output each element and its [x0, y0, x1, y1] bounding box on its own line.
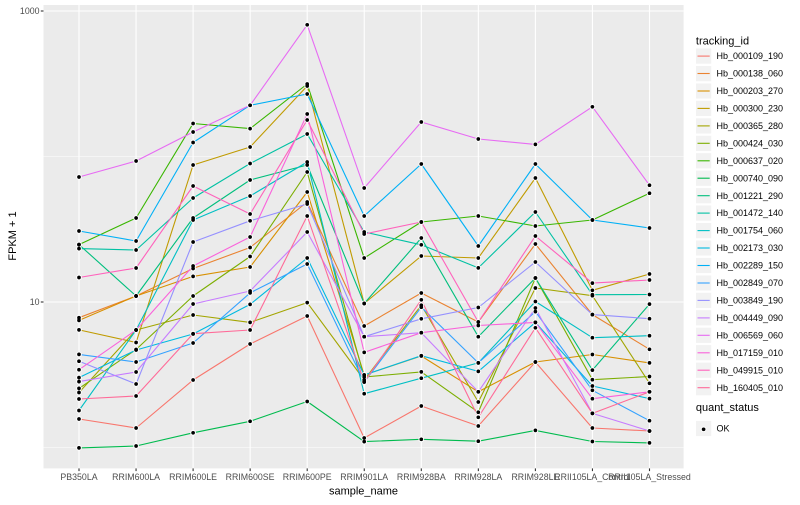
svg-text:RRIM928LA: RRIM928LA	[454, 472, 502, 482]
svg-text:OK: OK	[717, 424, 730, 434]
svg-text:Hb_000424_030: Hb_000424_030	[717, 138, 784, 148]
svg-text:Hb_003849_190: Hb_003849_190	[717, 296, 784, 306]
svg-text:RRIM600PE: RRIM600PE	[283, 472, 332, 482]
svg-text:1000: 1000	[20, 6, 40, 16]
svg-text:PB350LA: PB350LA	[60, 472, 97, 482]
svg-text:quant_status: quant_status	[696, 402, 759, 414]
svg-text:Hb_001754_060: Hb_001754_060	[717, 226, 784, 236]
svg-text:Hb_006569_060: Hb_006569_060	[717, 330, 784, 340]
svg-text:RRIM928LE: RRIM928LE	[511, 472, 559, 482]
svg-text:RRII105LA_Stressed: RRII105LA_Stressed	[608, 472, 691, 482]
svg-text:RRIM600SE: RRIM600SE	[226, 472, 275, 482]
svg-text:Hb_000365_280: Hb_000365_280	[717, 121, 784, 131]
svg-text:FPKM + 1: FPKM + 1	[7, 211, 19, 260]
svg-text:Hb_049915_010: Hb_049915_010	[717, 365, 784, 375]
svg-text:Hb_004449_090: Hb_004449_090	[717, 313, 784, 323]
svg-text:Hb_000203_270: Hb_000203_270	[717, 86, 784, 96]
svg-text:Hb_002289_150: Hb_002289_150	[717, 261, 784, 271]
svg-text:RRIM600LE: RRIM600LE	[169, 472, 217, 482]
svg-text:Hb_000300_230: Hb_000300_230	[717, 104, 784, 114]
svg-text:RRII105LA_Control: RRII105LA_Control	[554, 472, 630, 482]
svg-text:Hb_001472_140: Hb_001472_140	[717, 208, 784, 218]
svg-text:RRIM600LA: RRIM600LA	[112, 472, 160, 482]
svg-text:tracking_id: tracking_id	[696, 36, 749, 48]
svg-text:Hb_160405_010: Hb_160405_010	[717, 383, 784, 393]
svg-text:Hb_002173_030: Hb_002173_030	[717, 243, 784, 253]
svg-text:sample_name: sample_name	[329, 486, 398, 498]
svg-text:RRIM928BA: RRIM928BA	[397, 472, 446, 482]
svg-text:Hb_001221_290: Hb_001221_290	[717, 191, 784, 201]
svg-text:10: 10	[30, 297, 40, 307]
svg-text:RRIM901LA: RRIM901LA	[340, 472, 388, 482]
svg-text:Hb_000637_020: Hb_000637_020	[717, 156, 784, 166]
svg-text:Hb_000109_190: Hb_000109_190	[717, 51, 784, 61]
svg-text:Hb_000138_060: Hb_000138_060	[717, 69, 784, 79]
svg-text:Hb_017159_010: Hb_017159_010	[717, 348, 784, 358]
svg-text:Hb_002849_070: Hb_002849_070	[717, 278, 784, 288]
svg-text:Hb_000740_090: Hb_000740_090	[717, 173, 784, 183]
